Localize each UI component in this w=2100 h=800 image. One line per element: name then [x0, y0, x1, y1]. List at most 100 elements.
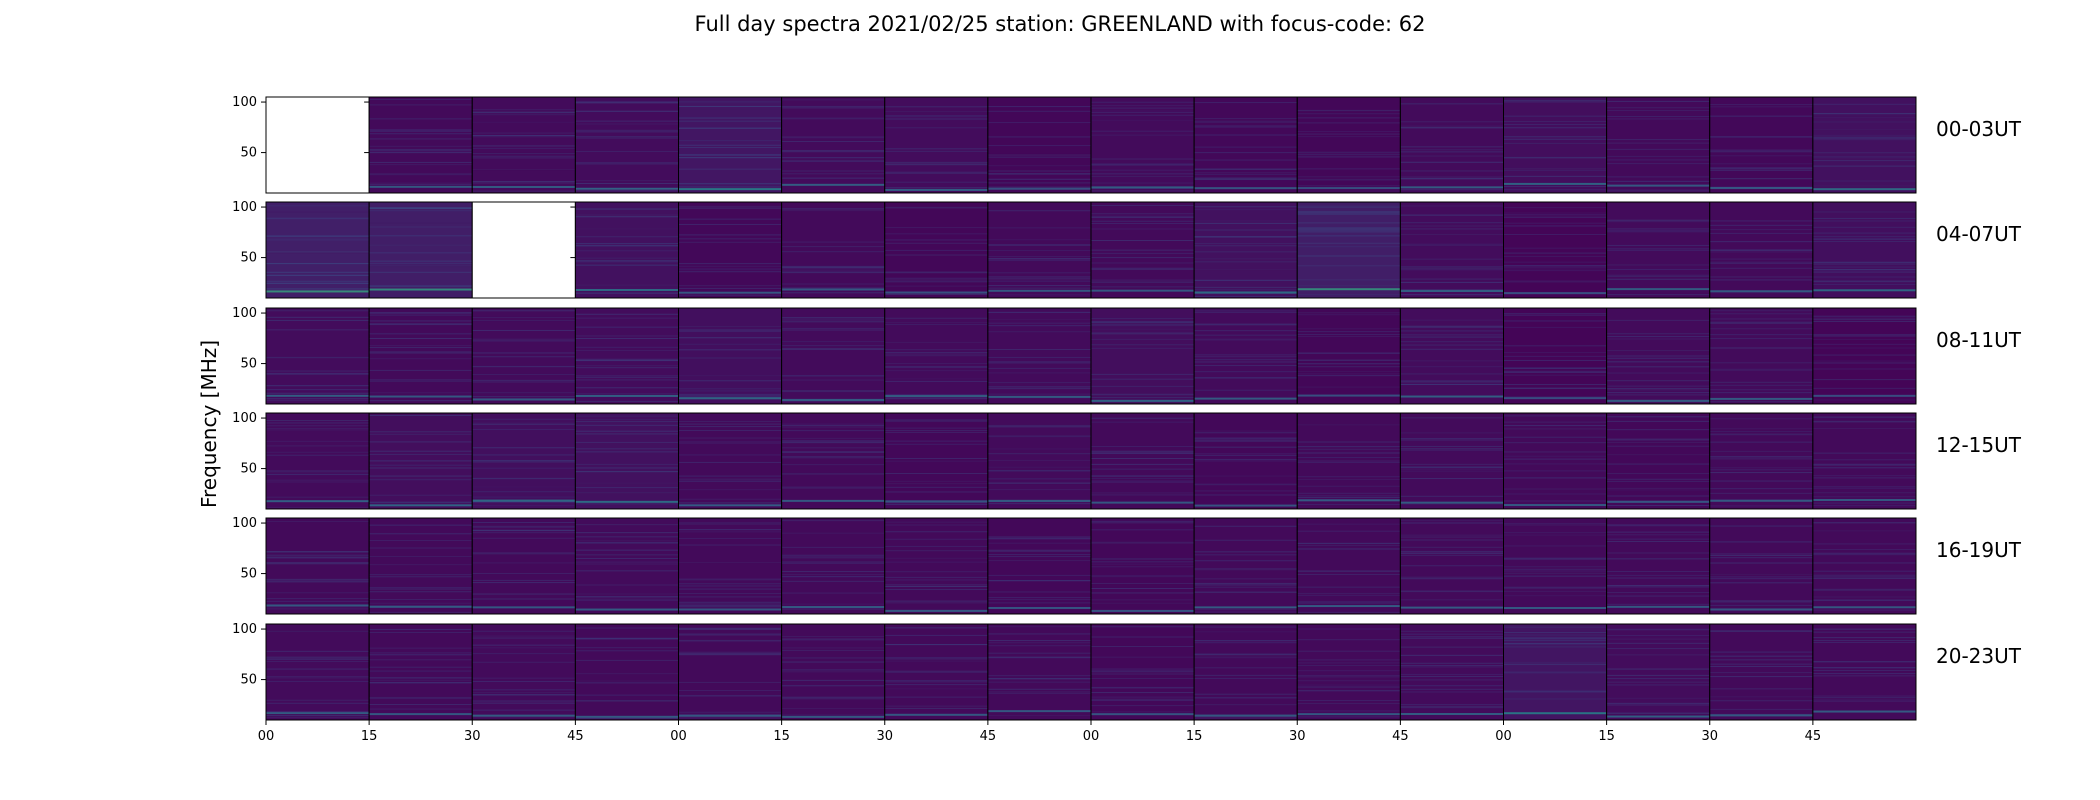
- spectrum-panel: [1296, 412, 1401, 510]
- x-tick-label: 45: [567, 729, 584, 744]
- spectrum-panel: [1296, 623, 1401, 721]
- spectrum-panel: [1193, 623, 1298, 721]
- x-tick-label: 45: [1805, 729, 1822, 744]
- row-time-label: 16-19UT: [1936, 538, 2022, 562]
- spectrum-panel: [1709, 517, 1814, 615]
- spectra-row: 100 50 08-11UT: [232, 306, 2022, 405]
- spectrum-panel: [1399, 623, 1504, 721]
- spectrum-panel: [1193, 517, 1298, 615]
- spectrum-panel: [781, 96, 886, 194]
- spectrum-panel: [678, 96, 783, 194]
- spectrum-panel: [678, 517, 783, 615]
- spectrum-panel: [368, 201, 473, 299]
- spectrum-panel: [1606, 517, 1711, 615]
- spectrum-panel: [1503, 201, 1608, 299]
- spectrum-panel: [884, 517, 989, 615]
- spectrum-panel: [1399, 96, 1504, 194]
- x-axis: 00 15 30 45 00 15 30 45 00 15 30 45 00 15 30 45: [258, 720, 1821, 744]
- spectra-row: 100 50 16-19UT: [232, 516, 2022, 615]
- y-tick-label: 100: [232, 516, 257, 531]
- spectrum-panel: [678, 201, 783, 299]
- spectrum-panel: [781, 307, 886, 405]
- spectrum-panel: [678, 412, 783, 510]
- spectrum-panel: [265, 201, 370, 299]
- spectrum-panel: [884, 412, 989, 510]
- spectrum-panel: [1296, 517, 1401, 615]
- y-tick-label: 50: [240, 567, 257, 582]
- spectrum-panel: [471, 623, 576, 721]
- spectrum-panel: [368, 623, 473, 721]
- row-time-label: 20-23UT: [1936, 644, 2022, 668]
- spectra-row: 100 50 20-23UT: [232, 622, 2022, 721]
- spectrum-panel: [781, 201, 886, 299]
- spectrum-panel: [987, 96, 1092, 194]
- spectrum-panel: [265, 307, 370, 405]
- spectrum-panel: [1503, 623, 1608, 721]
- spectrum-panel: [368, 96, 473, 194]
- x-tick-label: 00: [1495, 729, 1512, 744]
- spectrum-panel: [678, 307, 783, 405]
- spectra-row: 100 50 00-03UT: [232, 95, 2022, 194]
- spectrum-panel: [1606, 307, 1711, 405]
- spectrum-panel: [1812, 201, 1917, 299]
- spectrum-panel: [265, 96, 370, 194]
- x-tick-label: 30: [876, 729, 893, 744]
- row-time-label: 12-15UT: [1936, 433, 2022, 457]
- spectrum-panel: [987, 201, 1092, 299]
- spectrum-panel: [574, 412, 679, 510]
- spectrum-panel: [1812, 623, 1917, 721]
- spectrum-panel: [265, 623, 370, 721]
- spectrum-panel: [471, 517, 576, 615]
- x-tick-label: 00: [1083, 729, 1100, 744]
- spectrum-panel: [1709, 307, 1814, 405]
- spectrum-panel: [1296, 96, 1401, 194]
- y-tick-label: 100: [232, 411, 257, 426]
- spectrum-panel: [1399, 201, 1504, 299]
- spectrum-panel: [987, 517, 1092, 615]
- spectrum-panel: [987, 623, 1092, 721]
- x-tick-label: 00: [670, 729, 687, 744]
- x-tick-label: 30: [1701, 729, 1718, 744]
- spectrum-panel: [574, 201, 679, 299]
- x-tick-label: 00: [258, 729, 275, 744]
- y-tick-label: 50: [240, 462, 257, 477]
- spectrum-panel: [574, 517, 679, 615]
- spectrum-panel: [1399, 517, 1504, 615]
- spectra-rows: 100 50 00-03UT 100 50 04-07UT 100 50 08-11UT 100 5…: [232, 95, 2022, 721]
- y-tick-label: 100: [232, 622, 257, 637]
- spectrum-panel: [368, 307, 473, 405]
- y-tick-label: 50: [240, 146, 257, 161]
- spectrum-panel: [1090, 623, 1195, 721]
- spectrum-panel: [1193, 412, 1298, 510]
- y-tick-label: 100: [232, 95, 257, 110]
- x-tick-label: 30: [1289, 729, 1306, 744]
- chart-title: Full day spectra 2021/02/25 station: GRE…: [695, 12, 1426, 36]
- spectrum-panel: [884, 96, 989, 194]
- spectrum-panel: [471, 412, 576, 510]
- y-tick-label: 50: [240, 251, 257, 266]
- x-tick-label: 45: [1392, 729, 1409, 744]
- spectrum-panel: [1709, 201, 1814, 299]
- spectrum-panel: [471, 96, 576, 194]
- spectrum-panel: [781, 517, 886, 615]
- spectrum-panel: [265, 412, 370, 510]
- spectrum-panel: [1296, 201, 1401, 299]
- spectrum-panel: [987, 412, 1092, 510]
- spectrum-panel: [1503, 307, 1608, 405]
- spectrum-panel: [1709, 623, 1814, 721]
- spectrum-panel: [1090, 96, 1195, 194]
- spectrum-panel: [1812, 517, 1917, 615]
- spectrum-panel: [678, 623, 783, 721]
- spectrum-panel: [1090, 201, 1195, 299]
- spectrum-panel: [1606, 412, 1711, 510]
- spectrum-panel: [781, 412, 886, 510]
- spectrum-panel: [1399, 412, 1504, 510]
- row-time-label: 00-03UT: [1936, 117, 2022, 141]
- x-tick-label: 30: [464, 729, 481, 744]
- spectrum-panel: [265, 517, 370, 615]
- spectrum-panel: [1606, 96, 1711, 194]
- spectrum-panel: [1090, 517, 1195, 615]
- spectrum-panel: [1193, 307, 1298, 405]
- row-time-label: 08-11UT: [1936, 328, 2022, 352]
